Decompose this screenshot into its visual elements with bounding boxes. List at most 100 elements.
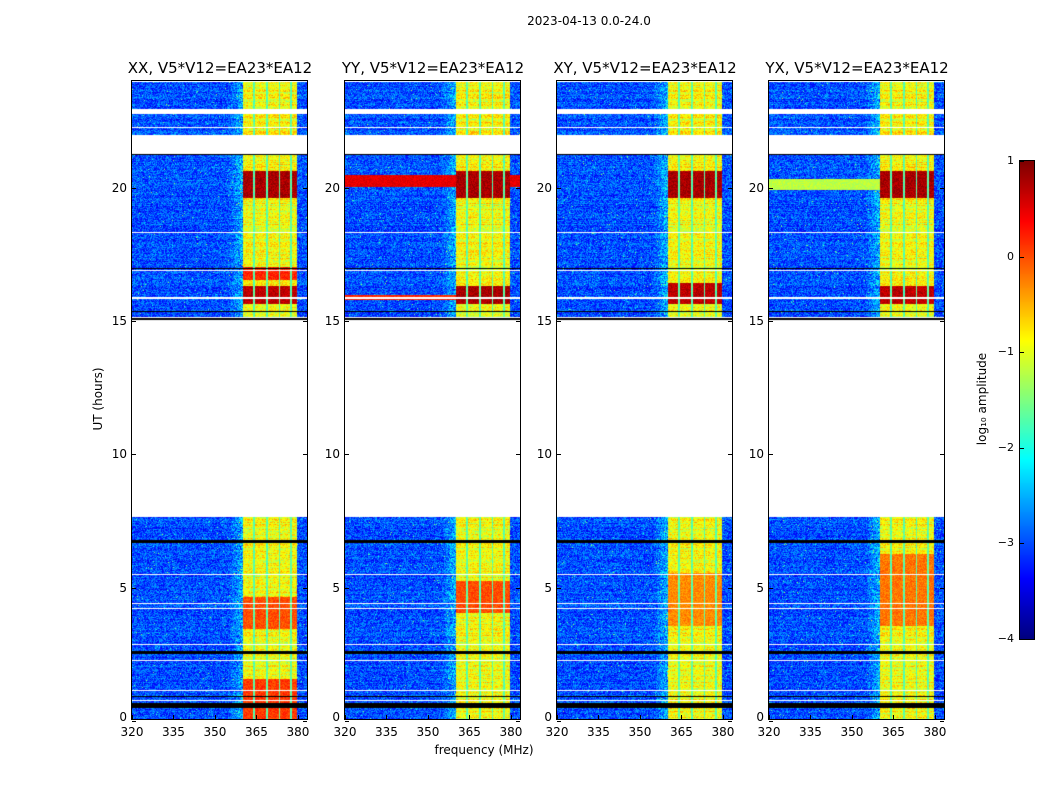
x-axis-label: frequency (MHz) bbox=[434, 743, 534, 757]
colorbar-tick-label: −2 bbox=[997, 440, 1014, 454]
y-tick bbox=[769, 454, 773, 456]
y-tick bbox=[303, 187, 307, 189]
x-tick bbox=[893, 715, 895, 719]
colorbar-tick bbox=[1020, 256, 1024, 258]
colorbar-tick bbox=[1020, 161, 1024, 162]
y-tick bbox=[516, 721, 520, 722]
y-tick bbox=[345, 721, 349, 722]
y-tick bbox=[769, 321, 773, 322]
y-tick bbox=[132, 454, 136, 456]
x-tick-label: 320 bbox=[757, 725, 781, 739]
x-tick bbox=[598, 715, 600, 719]
colorbar-tick bbox=[1020, 352, 1024, 354]
y-tick-label: 0 bbox=[119, 710, 127, 724]
y-tick bbox=[940, 187, 944, 189]
panel-title: YX, V5*V12=EA23*EA12 bbox=[765, 59, 949, 77]
y-tick bbox=[940, 454, 944, 456]
y-tick-label: 15 bbox=[748, 314, 764, 328]
panel-title: YY, V5*V12=EA23*EA12 bbox=[341, 59, 525, 77]
x-tick-label: 380 bbox=[499, 725, 523, 739]
x-tick-label: 365 bbox=[882, 725, 905, 739]
y-tick bbox=[728, 721, 732, 722]
x-tick bbox=[639, 715, 641, 719]
y-tick bbox=[303, 587, 307, 589]
heatmap-yx bbox=[769, 81, 944, 719]
y-tick bbox=[516, 321, 520, 322]
x-tick-label: 365 bbox=[458, 725, 481, 739]
x-tick-label: 365 bbox=[670, 725, 693, 739]
y-tick bbox=[769, 721, 773, 722]
y-tick bbox=[940, 587, 944, 589]
y-tick bbox=[345, 321, 349, 322]
x-tick-label: 350 bbox=[840, 725, 864, 739]
heatmap-xx bbox=[132, 81, 307, 719]
colorbar-tick bbox=[1020, 543, 1024, 545]
heatmap-yy bbox=[345, 81, 520, 719]
y-tick-label: 20 bbox=[536, 180, 552, 195]
y-tick bbox=[516, 187, 520, 189]
y-tick bbox=[728, 321, 732, 322]
y-tick bbox=[345, 587, 349, 589]
y-tick-label: 5 bbox=[544, 580, 552, 595]
panel-title: XY, V5*V12=EA23*EA12 bbox=[553, 59, 737, 77]
x-tick bbox=[557, 715, 558, 719]
panel-yy: YY, V5*V12=EA23*EA12 320 335 350 365 380 0 5 10 1… bbox=[325, 60, 524, 739]
x-tick-label: 365 bbox=[245, 725, 268, 739]
y-tick-label: 5 bbox=[332, 580, 340, 595]
x-tick bbox=[769, 715, 770, 719]
y-tick-label: 10 bbox=[111, 447, 127, 462]
y-tick bbox=[132, 321, 136, 322]
y-tick bbox=[557, 321, 561, 322]
y-tick bbox=[345, 454, 349, 456]
y-tick bbox=[303, 721, 307, 722]
x-tick-label: 320 bbox=[120, 725, 144, 739]
panel-xx: XX, V5*V12=EA23*EA12 320 335 350 365 380 0 5 10 1… bbox=[112, 60, 313, 739]
y-tick-label: 5 bbox=[756, 580, 764, 595]
y-tick bbox=[557, 721, 561, 722]
y-tick bbox=[132, 587, 136, 589]
x-tick-label: 335 bbox=[375, 725, 398, 739]
x-tick bbox=[427, 715, 429, 719]
y-tick bbox=[557, 454, 561, 456]
y-tick bbox=[557, 187, 561, 189]
y-tick-label: 0 bbox=[756, 710, 764, 724]
colorbar-tick-label: −4 bbox=[997, 632, 1014, 645]
y-tick bbox=[345, 187, 349, 189]
x-tick bbox=[722, 715, 724, 719]
x-tick-label: 350 bbox=[416, 725, 440, 739]
colorbar-gradient bbox=[1020, 161, 1034, 639]
x-tick-label: 320 bbox=[545, 725, 569, 739]
x-tick bbox=[851, 715, 853, 719]
y-tick-label: 10 bbox=[748, 447, 764, 462]
y-tick bbox=[557, 587, 561, 589]
x-tick bbox=[256, 715, 258, 719]
y-tick bbox=[940, 321, 944, 322]
colorbar-tick bbox=[1020, 447, 1024, 449]
figure-title: 2023-04-13 0.0-24.0 bbox=[527, 14, 651, 28]
panel-yx: YX, V5*V12=EA23*EA12 320 335 350 365 380 0 5 10 1… bbox=[749, 60, 949, 739]
y-tick-label: 20 bbox=[748, 180, 764, 195]
y-tick-label: 15 bbox=[324, 314, 340, 328]
x-tick-label: 335 bbox=[587, 725, 610, 739]
x-tick-label: 335 bbox=[799, 725, 822, 739]
x-tick bbox=[510, 715, 512, 719]
y-tick bbox=[728, 454, 732, 456]
y-tick bbox=[516, 454, 520, 456]
x-tick-label: 320 bbox=[333, 725, 357, 739]
x-tick-label: 350 bbox=[203, 725, 227, 739]
colorbar-tick-label: −1 bbox=[997, 345, 1014, 359]
y-tick-label: 0 bbox=[332, 710, 340, 724]
x-tick bbox=[810, 715, 812, 719]
y-tick-label: 10 bbox=[324, 447, 340, 462]
x-tick-label: 350 bbox=[628, 725, 652, 739]
colorbar-label: log₁₀ amplitude bbox=[975, 352, 989, 446]
y-axis-label: UT (hours) bbox=[91, 367, 105, 431]
y-tick bbox=[303, 321, 307, 322]
colorbar-tick-label: 0 bbox=[1007, 249, 1014, 263]
y-tick-label: 15 bbox=[536, 314, 552, 328]
y-tick-label: 0 bbox=[544, 710, 552, 724]
y-tick bbox=[940, 721, 944, 722]
x-tick bbox=[345, 715, 346, 719]
panel-title: XX, V5*V12=EA23*EA12 bbox=[127, 59, 313, 77]
x-tick bbox=[386, 715, 388, 719]
